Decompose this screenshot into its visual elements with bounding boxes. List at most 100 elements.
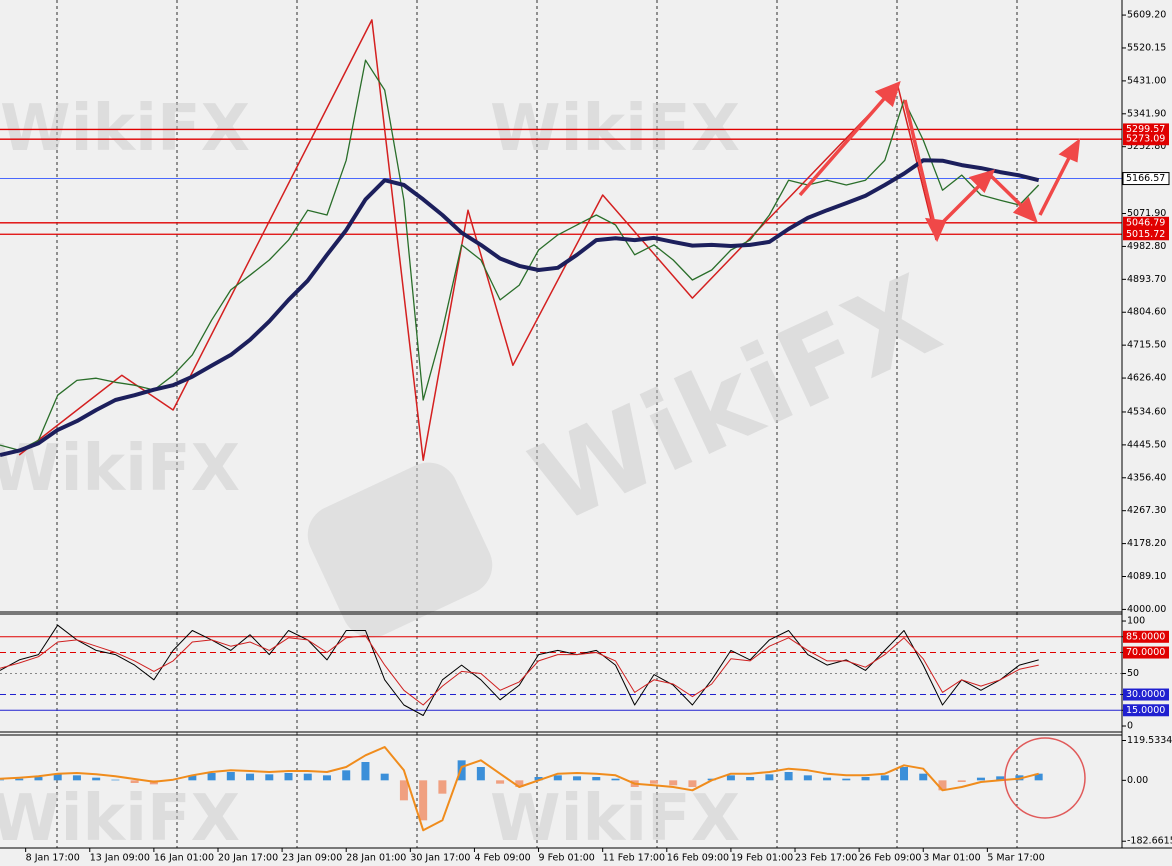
histogram-bar [823,777,832,781]
y-tick-label: 5341.90 [1127,108,1166,119]
histogram-bar [322,775,331,781]
x-tick-label: 11 Feb 17:00 [603,853,665,864]
axis-label: 85.0000 [1126,631,1165,642]
x-tick-label: 8 Jan 17:00 [26,853,80,864]
x-tick-label: 16 Jan 01:00 [154,853,214,864]
x-tick-label: 4 Feb 09:00 [474,853,530,864]
axis-label-box [1123,123,1169,136]
y-tick-label: 4715.50 [1127,340,1166,351]
histogram-bar [919,773,928,781]
y-tick-label: 4356.40 [1127,472,1166,483]
histogram-bar [553,775,562,781]
x-tick-label: 13 Jan 09:00 [90,853,150,864]
watermark: WikiFX [0,782,240,856]
y-tick-label: 4000.00 [1127,604,1166,615]
histogram-bar [284,773,293,781]
histogram-bar [476,767,485,781]
y-tick-label: 100 [1127,616,1145,627]
axis-label: 15.0000 [1126,705,1165,716]
signal-line [0,746,1039,832]
y-tick-label: 4089.10 [1127,571,1166,582]
watermark: WikiFX [490,782,740,856]
histogram-bar [457,760,466,781]
x-tick-label: 23 Feb 17:00 [795,853,857,864]
histogram-bar [784,772,793,781]
histogram-bar [765,774,774,781]
y-tick-label: 4267.30 [1127,505,1166,516]
x-tick-label: 28 Jan 01:00 [346,853,406,864]
y-tick-label: 0 [1127,721,1133,732]
histogram-bar [1034,773,1043,781]
y-tick-label: 4804.60 [1127,307,1166,318]
oscillator-line [0,635,1039,706]
axis-label-box [1123,688,1169,701]
histogram-bar [361,762,370,781]
y-tick-label: 4626.40 [1127,373,1166,384]
axis-label-box [1123,704,1169,717]
histogram-bar [803,775,812,781]
axis-label: 5046.79 [1126,217,1165,228]
histogram-bar [649,780,658,784]
oscillator-line [0,624,1039,716]
histogram-bar [15,778,24,781]
y-tick-label: 5252.80 [1127,141,1166,152]
watermark-logo [307,462,493,638]
axis-label: 30.0000 [1126,689,1165,700]
histogram-bar [207,773,216,781]
histogram-bar [688,780,697,787]
axis-label: 5273.09 [1126,134,1165,145]
y-tick-label: 5609.20 [1127,10,1166,21]
y-tick-label: 5071.90 [1127,208,1166,219]
highlight-circle [1004,737,1086,819]
y-tick-label: 4893.70 [1127,274,1166,285]
histogram-bar [342,770,351,781]
histogram-bar [0,779,4,781]
histogram-bar [880,775,889,781]
axis-label-box [1123,646,1169,659]
histogram-bar [611,778,620,781]
axis-label-box [1123,216,1169,229]
histogram-bar [842,778,851,781]
x-tick-label: 23 Jan 09:00 [282,853,342,864]
x-tick-label: 20 Jan 17:00 [218,853,278,864]
histogram-bar [53,774,62,781]
axis-label: 5015.72 [1126,229,1165,240]
x-tick-label: 9 Feb 01:00 [539,853,595,864]
y-tick-label: 0.00 [1127,775,1148,786]
histogram-bar [130,780,139,783]
histogram-bar [900,767,909,781]
x-tick-label: 16 Feb 09:00 [667,853,729,864]
y-tick-label: 4534.60 [1127,406,1166,417]
y-tick-label: 4982.80 [1127,241,1166,252]
y-tick-label: 50 [1127,668,1139,679]
histogram-bar [726,775,735,781]
axis-label-box [1123,228,1169,241]
plot-area [0,19,1122,832]
histogram-bar [938,780,947,791]
x-tick-label: 30 Jan 17:00 [410,853,470,864]
x-tick-label: 19 Feb 01:00 [731,853,793,864]
moving-average [0,158,1040,457]
histogram-bar [303,773,312,781]
histogram-bar [72,775,81,781]
histogram-bar [496,780,505,784]
x-tick-label: 5 Mar 17:00 [987,853,1044,864]
histogram-bar [746,777,755,781]
histogram-bar [515,780,524,787]
histogram-bar [957,780,966,782]
histogram-bar [976,777,985,781]
histogram-bar [419,780,428,821]
axis-label: 70.0000 [1126,647,1165,658]
axis-label-box [1123,133,1169,146]
histogram-bar [111,779,120,781]
y-tick-label: 5520.15 [1127,42,1166,53]
histogram-bar [246,773,255,781]
histogram-bar [34,777,43,781]
x-tick-label: 26 Feb 09:00 [859,853,921,864]
histogram-bar [399,780,408,801]
histogram-bar [92,777,101,781]
axis-label: 5166.57 [1126,173,1165,184]
